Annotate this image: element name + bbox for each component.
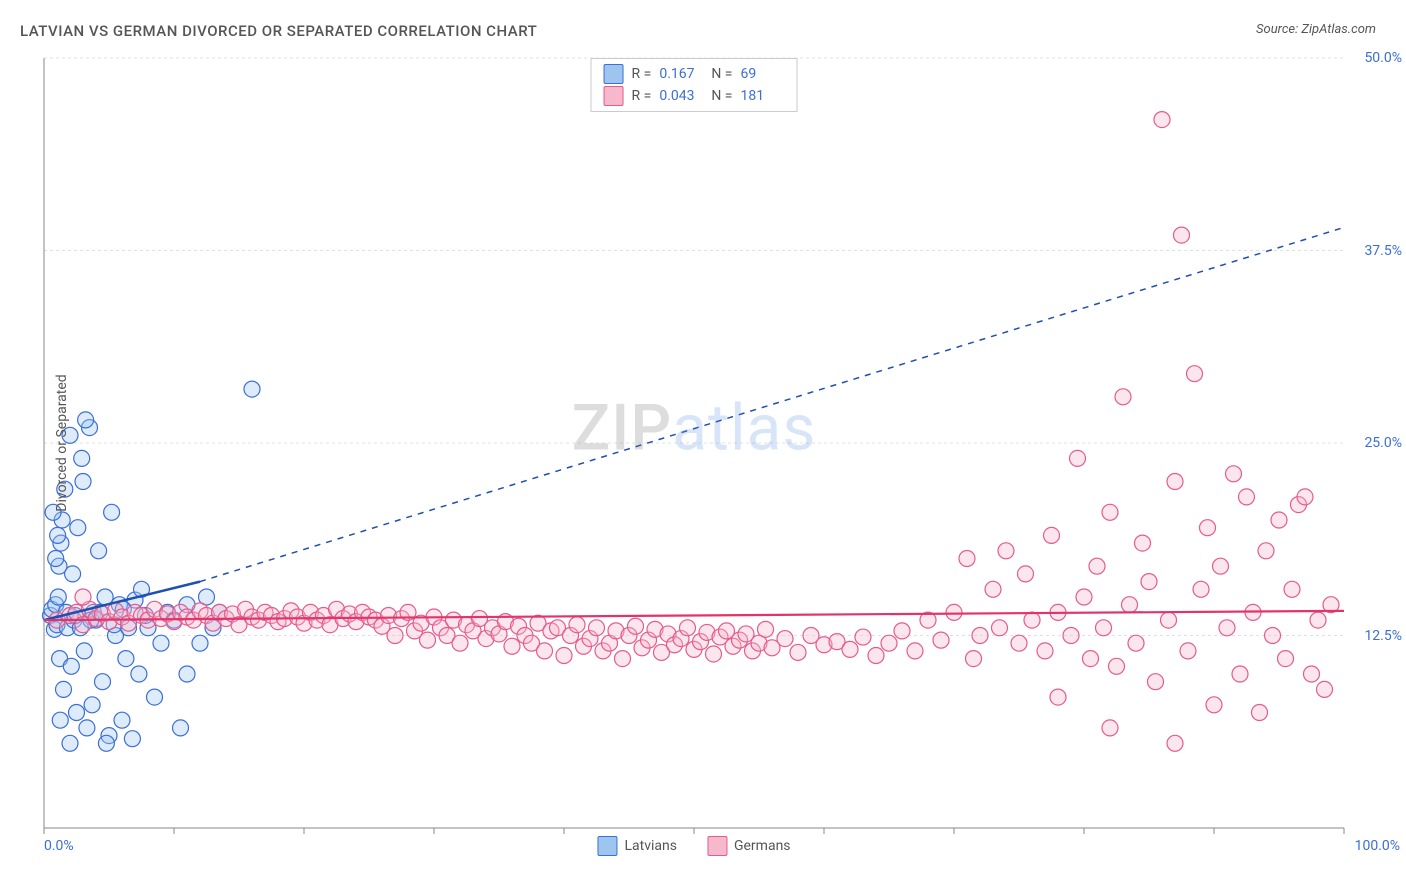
legend-swatch — [604, 86, 624, 106]
x-tick-max: 100.0% — [1355, 838, 1400, 854]
legend-item: Latvians — [597, 836, 677, 856]
stats-legend-row: R = 0.167 N = 69 — [604, 63, 785, 85]
x-tick-min: 0.0% — [44, 838, 74, 854]
n-value: 69 — [740, 66, 784, 82]
legend-swatch — [707, 836, 727, 856]
series-legend: Latvians Germans — [597, 836, 790, 856]
stats-legend: R = 0.167 N = 69 R = 0.043 N = 181 — [591, 58, 798, 112]
legend-label: Latvians — [624, 838, 677, 854]
source-label: Source: ZipAtlas.com — [1256, 22, 1376, 37]
r-value: 0.167 — [659, 66, 703, 82]
n-label: N = — [711, 66, 732, 82]
r-label: R = — [632, 88, 652, 104]
y-tick-label: 12.5% — [1364, 628, 1402, 644]
y-tick-label: 50.0% — [1364, 50, 1402, 66]
chart-svg — [44, 58, 1344, 828]
n-label: N = — [711, 88, 732, 104]
legend-item: Germans — [707, 836, 791, 856]
legend-swatch — [604, 64, 624, 84]
stats-legend-row: R = 0.043 N = 181 — [604, 85, 785, 107]
chart-title: LATVIAN VS GERMAN DIVORCED OR SEPARATED … — [20, 22, 537, 40]
y-axis-label: Divorced or Separated — [54, 374, 70, 511]
legend-label: Germans — [734, 838, 791, 854]
legend-swatch — [597, 836, 617, 856]
r-label: R = — [632, 66, 652, 82]
y-tick-label: 37.5% — [1364, 243, 1402, 259]
plot-area: Divorced or Separated ZIPatlas R =0.167N… — [44, 58, 1344, 828]
y-tick-label: 25.0% — [1364, 435, 1402, 451]
n-value: 181 — [740, 88, 784, 104]
chart-container: LATVIAN VS GERMAN DIVORCED OR SEPARATED … — [0, 0, 1406, 892]
r-value: 0.043 — [659, 88, 703, 104]
